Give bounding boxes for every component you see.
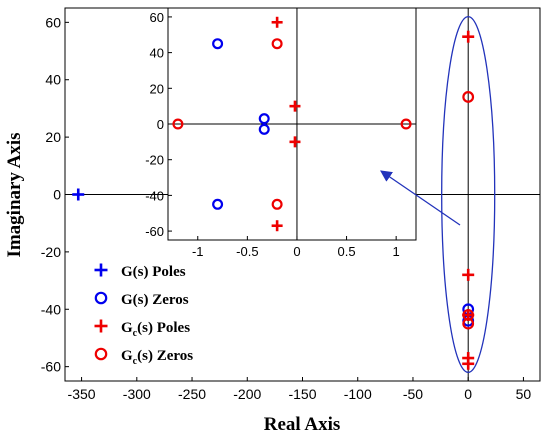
- zero-marker: [400, 118, 412, 130]
- pole-marker: [462, 30, 475, 43]
- x-tick-label: 50: [516, 386, 532, 402]
- x-tick-label: -200: [233, 386, 261, 402]
- y-tick-label: -60: [41, 359, 61, 375]
- legend-label: G(s) Zeros: [121, 292, 189, 308]
- y-tick-label: 20: [150, 81, 164, 96]
- y-tick-label: -60: [145, 224, 164, 239]
- x-tick-label: -100: [344, 386, 372, 402]
- highlight-ellipse: [441, 15, 496, 374]
- y-tick-label: 20: [45, 129, 61, 145]
- x-tick-label: 0: [293, 244, 300, 259]
- legend-item: G(s) Zeros: [94, 291, 189, 308]
- inset-data-marks: [172, 16, 412, 232]
- y-tick-label: -40: [145, 188, 164, 203]
- zoom-arrow: [380, 170, 461, 226]
- legend-item: Gc(s) Poles: [94, 319, 190, 339]
- legend-pole-marker: [94, 263, 108, 277]
- y-tick-label: 60: [45, 14, 61, 30]
- pole-marker: [72, 188, 85, 201]
- y-tick-label: 0: [157, 117, 164, 132]
- zero-marker: [462, 91, 475, 103]
- x-tick-label: 1: [393, 244, 400, 259]
- y-tick-label: 40: [45, 72, 61, 88]
- main-data-marks: [72, 30, 475, 370]
- y-tick-label: 0: [53, 187, 61, 203]
- zero-marker: [172, 118, 184, 130]
- pole-marker: [462, 352, 475, 365]
- legend-item: Gc(s) Zeros: [94, 347, 193, 367]
- zero-marker: [258, 113, 270, 125]
- y-tick-label: -20: [145, 153, 164, 168]
- y-tick-label: 40: [150, 46, 164, 61]
- x-tick-label: 0: [464, 386, 472, 402]
- x-axis-label: Real Axis: [264, 414, 341, 435]
- legend-label: G(s) Poles: [121, 264, 186, 280]
- zero-marker: [271, 198, 283, 210]
- x-tick-label: -300: [123, 386, 151, 402]
- inset-y-ticks: -60 -40 -20 0 20 40 60: [145, 10, 172, 239]
- pole-marker: [289, 100, 301, 112]
- legend-label: Gc(s) Poles: [121, 320, 190, 339]
- legend-zero-marker: [94, 347, 108, 361]
- x-tick-label: -250: [178, 386, 206, 402]
- legend-pole-marker: [94, 319, 108, 333]
- legend-zero-marker: [94, 291, 108, 305]
- legend-item: G(s) Poles: [94, 263, 186, 280]
- main-y-ticks: -60 -40 -20 0 20 40 60: [41, 14, 69, 375]
- y-tick-label: 60: [150, 10, 164, 25]
- pole-marker: [271, 16, 283, 28]
- y-tick-label: -20: [41, 244, 61, 260]
- x-tick-label: -0.5: [236, 244, 258, 259]
- y-tick-label: -40: [41, 301, 61, 317]
- pole-marker: [271, 220, 283, 232]
- y-axis-label: Imaginary Axis: [4, 132, 25, 257]
- pole-marker: [462, 268, 475, 281]
- zero-marker: [462, 317, 475, 330]
- x-tick-label: -150: [288, 386, 316, 402]
- x-tick-label: -50: [403, 386, 423, 402]
- x-tick-label: -350: [68, 386, 96, 402]
- zero-marker: [258, 123, 270, 135]
- zero-marker: [271, 38, 283, 50]
- inset-plot: -1 -0.5 0 0.5 1 -60 -40 -20 0 20 40 60: [145, 7, 417, 259]
- inset-axis-lines: [168, 8, 416, 240]
- zero-marker: [212, 38, 224, 50]
- x-tick-label: 0.5: [338, 244, 356, 259]
- inset-x-ticks: -1 -0.5 0 0.5 1: [192, 236, 400, 259]
- pole-marker: [289, 136, 301, 148]
- zero-marker: [212, 198, 224, 210]
- main-x-ticks: -350 -300 -250 -200 -150 -100 -50 0 50: [68, 377, 532, 402]
- legend: G(s) Poles G(s) Zeros Gc(s) Poles Gc(s) Zer…: [94, 263, 193, 367]
- x-tick-label: -1: [192, 244, 204, 259]
- legend-label: Gc(s) Zeros: [121, 348, 193, 367]
